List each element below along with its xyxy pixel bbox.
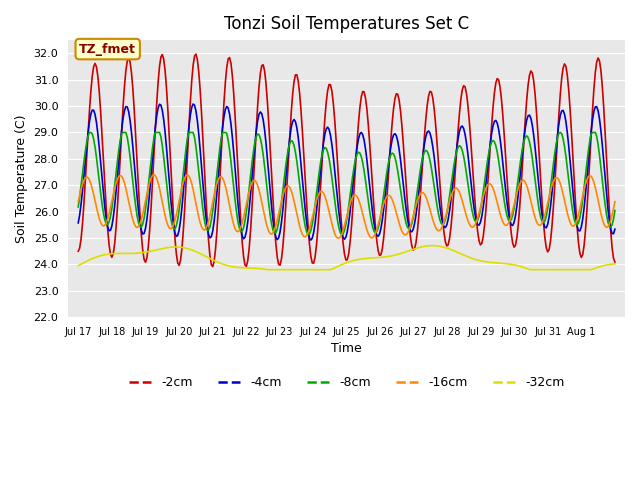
Title: Tonzi Soil Temperatures Set C: Tonzi Soil Temperatures Set C (224, 15, 469, 33)
Legend: -2cm, -4cm, -8cm, -16cm, -32cm: -2cm, -4cm, -8cm, -16cm, -32cm (124, 371, 570, 394)
X-axis label: Time: Time (332, 342, 362, 356)
Text: TZ_fmet: TZ_fmet (79, 43, 136, 56)
Y-axis label: Soil Temperature (C): Soil Temperature (C) (15, 114, 28, 243)
